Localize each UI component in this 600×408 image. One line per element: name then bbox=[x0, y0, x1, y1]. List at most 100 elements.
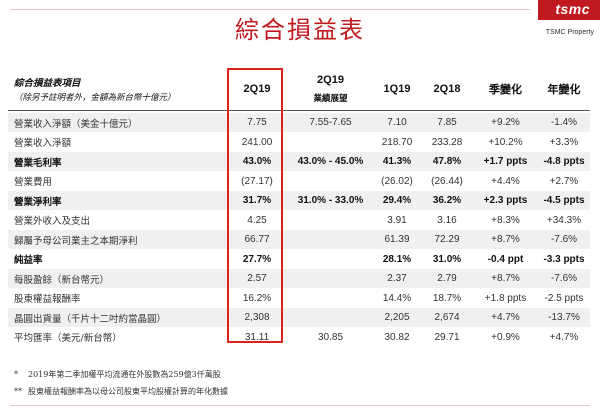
cell-2q19: 66.77 bbox=[244, 234, 270, 245]
cell-2q18: 72.29 bbox=[434, 234, 460, 245]
cell-guidance bbox=[288, 289, 373, 308]
cell-2q19: 2,308 bbox=[244, 312, 270, 323]
cell-qoq: +2.3 ppts bbox=[483, 195, 528, 206]
row-label: 歸屬予母公司業主之本期淨利 bbox=[14, 235, 138, 247]
footnote-mark: * bbox=[14, 370, 18, 379]
cell-yoy: -7.6% bbox=[550, 273, 578, 284]
cell-guidance bbox=[288, 269, 373, 288]
row-label: 純益率 bbox=[14, 255, 43, 266]
cell-1q19: 2.37 bbox=[387, 273, 407, 284]
footnote-mark: ** bbox=[14, 387, 22, 396]
cell-yoy: +4.7% bbox=[549, 331, 579, 343]
footnote: * 2019年第二季加權平均流通在外股數為259億3仟萬股 bbox=[14, 366, 228, 383]
footnote-text: 2019年第二季加權平均流通在外股數為259億3仟萬股 bbox=[28, 370, 221, 379]
cell-2q19: 43.0% bbox=[242, 156, 272, 167]
tsmc-logo: tsmc bbox=[538, 0, 600, 20]
cell-2q18: 233.28 bbox=[431, 136, 463, 148]
header-2q18: 2Q18 bbox=[433, 82, 461, 95]
cell-1q19: 28.1% bbox=[382, 253, 412, 265]
cell-guidance: 7.55-7.65 bbox=[309, 117, 352, 128]
cell-1q19: 14.4% bbox=[382, 292, 412, 304]
row-label: 營業毛利率 bbox=[14, 157, 62, 169]
header-guidance-period: 2Q19 bbox=[317, 73, 344, 86]
row-label: 營業收入淨額 bbox=[14, 138, 72, 149]
cell-1q19: 3.91 bbox=[387, 214, 407, 226]
cell-2q19: 31.7% bbox=[242, 195, 272, 206]
cell-2q18: 36.2% bbox=[432, 195, 462, 206]
cell-qoq: +1.8 ppts bbox=[484, 292, 527, 304]
cell-yoy: -1.4% bbox=[550, 117, 578, 128]
header-label: 綜合損益表項目 （除另予註明者外，金額為新台幣十億元） bbox=[14, 67, 229, 110]
cell-1q19: 29.4% bbox=[382, 195, 412, 206]
cell-yoy: -4.8 ppts bbox=[543, 156, 585, 167]
table-row: 平均匯率（美元/新台幣） 31.11 30.85 30.82 29.71 +0.9% +4.… bbox=[8, 328, 590, 347]
table-header: 綜合損益表項目 （除另予註明者外，金額為新台幣十億元） 2Q19 2Q19 業績… bbox=[8, 67, 590, 111]
cell-yoy: -2.5 ppts bbox=[544, 292, 584, 304]
cell-qoq: +8.7% bbox=[491, 273, 520, 284]
table-row: 營業淨利率 31.7% 31.0% - 33.0% 29.4% 36.2% +2.3 pp… bbox=[8, 191, 590, 210]
table-row: 營業毛利率 43.0% 43.0% - 45.0% 41.3% 47.8% +1.7 pp… bbox=[8, 152, 590, 171]
row-label: 每股盈餘（新台幣元） bbox=[14, 274, 110, 286]
row-label: 營業費用 bbox=[14, 177, 53, 188]
cell-2q18: (26.44) bbox=[431, 175, 463, 187]
header-yoy: 年變化 bbox=[547, 83, 581, 96]
cell-2q18: 31.0% bbox=[432, 253, 462, 265]
header-1q19: 1Q19 bbox=[383, 82, 411, 95]
top-divider bbox=[10, 9, 530, 10]
cell-yoy: -4.5 ppts bbox=[543, 195, 585, 206]
table-row: 營業外收入及支出 4.25 3.91 3.16 +8.3% +34.3% bbox=[8, 211, 590, 230]
cell-qoq: +4.7% bbox=[491, 312, 520, 323]
table-row: 營業費用 (27.17) (26.02) (26.44) +4.4% +2.7% bbox=[8, 172, 590, 191]
row-label: 營業淨利率 bbox=[14, 196, 62, 208]
header-label-title: 綜合損益表項目 bbox=[14, 77, 81, 89]
cell-2q18: 29.71 bbox=[434, 331, 460, 343]
bottom-divider bbox=[10, 405, 590, 406]
cell-qoq: +10.2% bbox=[488, 136, 523, 148]
cell-guidance bbox=[288, 211, 373, 230]
cell-qoq: +8.7% bbox=[491, 234, 520, 245]
cell-2q18: 2.79 bbox=[437, 273, 457, 284]
cell-2q18: 3.16 bbox=[437, 214, 457, 226]
cell-2q19: 241.00 bbox=[241, 136, 273, 148]
table-row: 營業收入淨額（美金十億元） 7.75 7.55-7.65 7.10 7.85 +9.2% -… bbox=[8, 113, 590, 132]
table-row: 純益率 27.7% 28.1% 31.0% -0.4 ppt -3.3 ppts bbox=[8, 250, 590, 269]
cell-yoy: +3.3% bbox=[549, 136, 579, 148]
cell-2q19: 16.2% bbox=[242, 292, 272, 304]
cell-guidance: 43.0% - 45.0% bbox=[297, 156, 364, 167]
table-row: 營業收入淨額 241.00 218.70 233.28 +10.2% +3.3% bbox=[8, 133, 590, 152]
income-statement-table: 綜合損益表項目 （除另予註明者外，金額為新台幣十億元） 2Q19 2Q19 業績… bbox=[8, 67, 590, 357]
row-label: 營業外收入及支出 bbox=[14, 216, 91, 227]
cell-guidance bbox=[288, 172, 373, 191]
cell-2q18: 7.85 bbox=[437, 117, 457, 128]
cell-guidance bbox=[288, 230, 373, 249]
cell-2q18: 2,674 bbox=[434, 312, 460, 323]
table-row: 股東權益報酬率 16.2% 14.4% 18.7% +1.8 ppts -2.5 ppts bbox=[8, 289, 590, 308]
cell-yoy: -3.3 ppts bbox=[543, 253, 585, 265]
cell-guidance bbox=[288, 250, 373, 269]
row-label: 股東權益報酬率 bbox=[14, 294, 81, 305]
cell-yoy: +2.7% bbox=[549, 175, 579, 187]
cell-2q19: (27.17) bbox=[241, 175, 273, 187]
row-label: 晶圓出貨量（千片十二吋約當晶圓） bbox=[14, 313, 167, 325]
cell-guidance bbox=[288, 308, 373, 327]
cell-1q19: 218.70 bbox=[381, 136, 413, 148]
cell-1q19: 2,205 bbox=[384, 312, 410, 323]
header-label-note: （除另予註明者外，金額為新台幣十億元） bbox=[14, 92, 176, 103]
page-title: 綜合損益表 bbox=[235, 16, 365, 44]
cell-2q18: 18.7% bbox=[432, 292, 462, 304]
cell-2q19: 7.75 bbox=[247, 117, 267, 128]
footnotes: * 2019年第二季加權平均流通在外股數為259億3仟萬股 ** 股東權益報酬率… bbox=[14, 366, 228, 400]
cell-2q19: 2.57 bbox=[247, 273, 267, 284]
cell-1q19: 7.10 bbox=[387, 117, 407, 128]
cell-qoq: +9.2% bbox=[491, 117, 520, 128]
cell-yoy: +34.3% bbox=[546, 214, 582, 226]
table-row: 晶圓出貨量（千片十二吋約當晶圓） 2,308 2,205 2,674 +4.7% -13.… bbox=[8, 308, 590, 327]
cell-2q19: 31.11 bbox=[244, 331, 270, 343]
logo-text: tsmc bbox=[555, 1, 590, 17]
cell-2q19: 4.25 bbox=[247, 214, 267, 226]
cell-yoy: -13.7% bbox=[548, 312, 580, 323]
cell-guidance: 30.85 bbox=[317, 331, 344, 343]
table-row: 歸屬予母公司業主之本期淨利 66.77 61.39 72.29 +8.7% -7.6% bbox=[8, 230, 590, 249]
cell-qoq: +4.4% bbox=[491, 175, 520, 187]
